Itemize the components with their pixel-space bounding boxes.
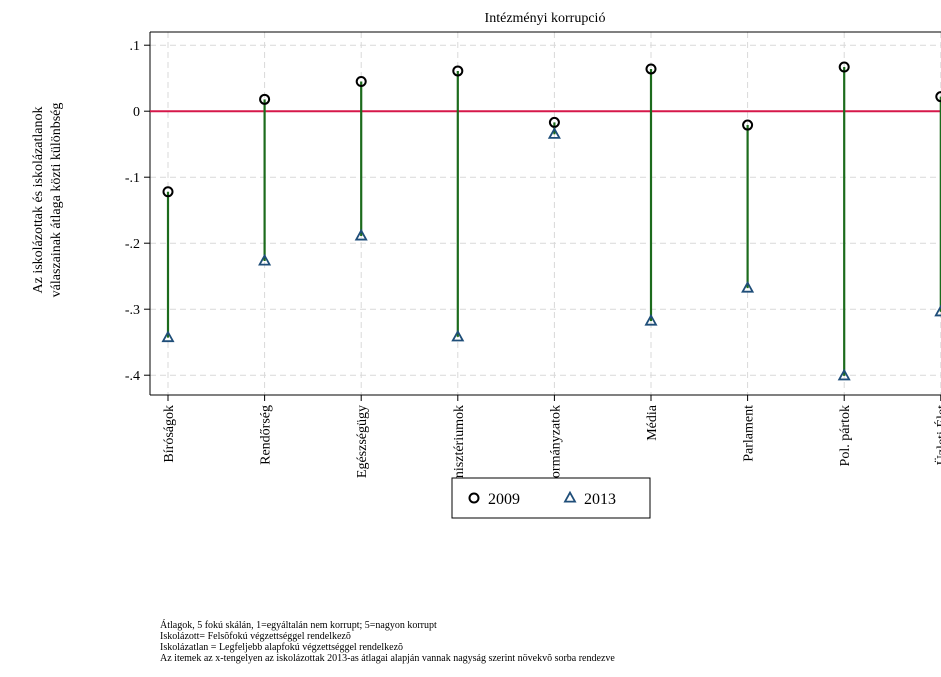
marker-2009 [355, 76, 367, 87]
marker-2013 [741, 280, 755, 293]
y-tick-label: 0 [133, 105, 140, 120]
legend-label-2013: 2013 [584, 491, 616, 508]
legend-box [451, 477, 651, 519]
marker-2013 [258, 253, 272, 266]
x-tick-label: Média [645, 404, 660, 441]
chart-title: Intézményi korrupció [485, 11, 606, 26]
y-axis-label-line: válaszainak átlaga közti különbség [49, 103, 64, 298]
marker-2009 [452, 65, 464, 77]
y-tick-label: .1 [130, 39, 141, 54]
note-line: Iskolázott= Felsõfokú végzettséggel rend… [160, 631, 351, 642]
marker-2009 [548, 116, 560, 128]
note-line: Iskolázatlan = Legfeljebb alapfokú végze… [160, 642, 404, 653]
x-tick-label: Üzleti Élet [933, 405, 941, 465]
marker-2009 [742, 119, 754, 131]
chart-notes: Átlagok, 5 fokú skálán, 1=egyáltalán nem… [160, 620, 615, 664]
marker-2013 [644, 313, 658, 326]
x-tick-label: Rendőrség [259, 405, 274, 465]
y-axis-label-line: Az iskolázottak és iskolázatlanok [31, 107, 46, 294]
marker-2013 [451, 329, 465, 342]
marker-2009 [645, 63, 657, 75]
y-tick-label: -.2 [125, 237, 140, 252]
y-axis: .1 0 -.1 -.2 -.3 -.4 [125, 31, 941, 401]
x-tick-label: Parlament [742, 405, 757, 462]
note-line: Átlagok, 5 fokú skálán, 1=egyáltalán nem… [160, 620, 437, 631]
x-tick-label: Minisztériumok [452, 405, 467, 494]
y-tick-label: -.4 [125, 369, 140, 384]
x-tick-label: Egészségügy [355, 405, 370, 478]
marker-2009 [162, 186, 174, 198]
legend-label-2009: 2009 [488, 491, 520, 508]
marker-2013 [547, 127, 561, 139]
x-tick-label: Bíróságok [162, 405, 177, 463]
legend: 2009 2013 [451, 477, 651, 519]
legend-marker-2013 [563, 490, 577, 503]
marker-2009 [259, 93, 271, 105]
x-tick-label: Pol. pártok [838, 405, 853, 466]
marker-2013 [837, 368, 851, 381]
note-line: Az itemek az x-tengelyen az iskolázottak… [160, 653, 615, 664]
marker-2013 [354, 228, 368, 241]
marker-2013 [161, 330, 175, 343]
markers [161, 61, 941, 381]
grid [150, 32, 941, 395]
y-tick-label: -.1 [125, 171, 140, 186]
marker-2009 [838, 61, 850, 73]
legend-marker-2009 [468, 492, 480, 504]
y-axis-label: Az iskolázottak és iskolázatlanok válasz… [31, 103, 64, 298]
y-tick-label: -.3 [125, 303, 140, 318]
